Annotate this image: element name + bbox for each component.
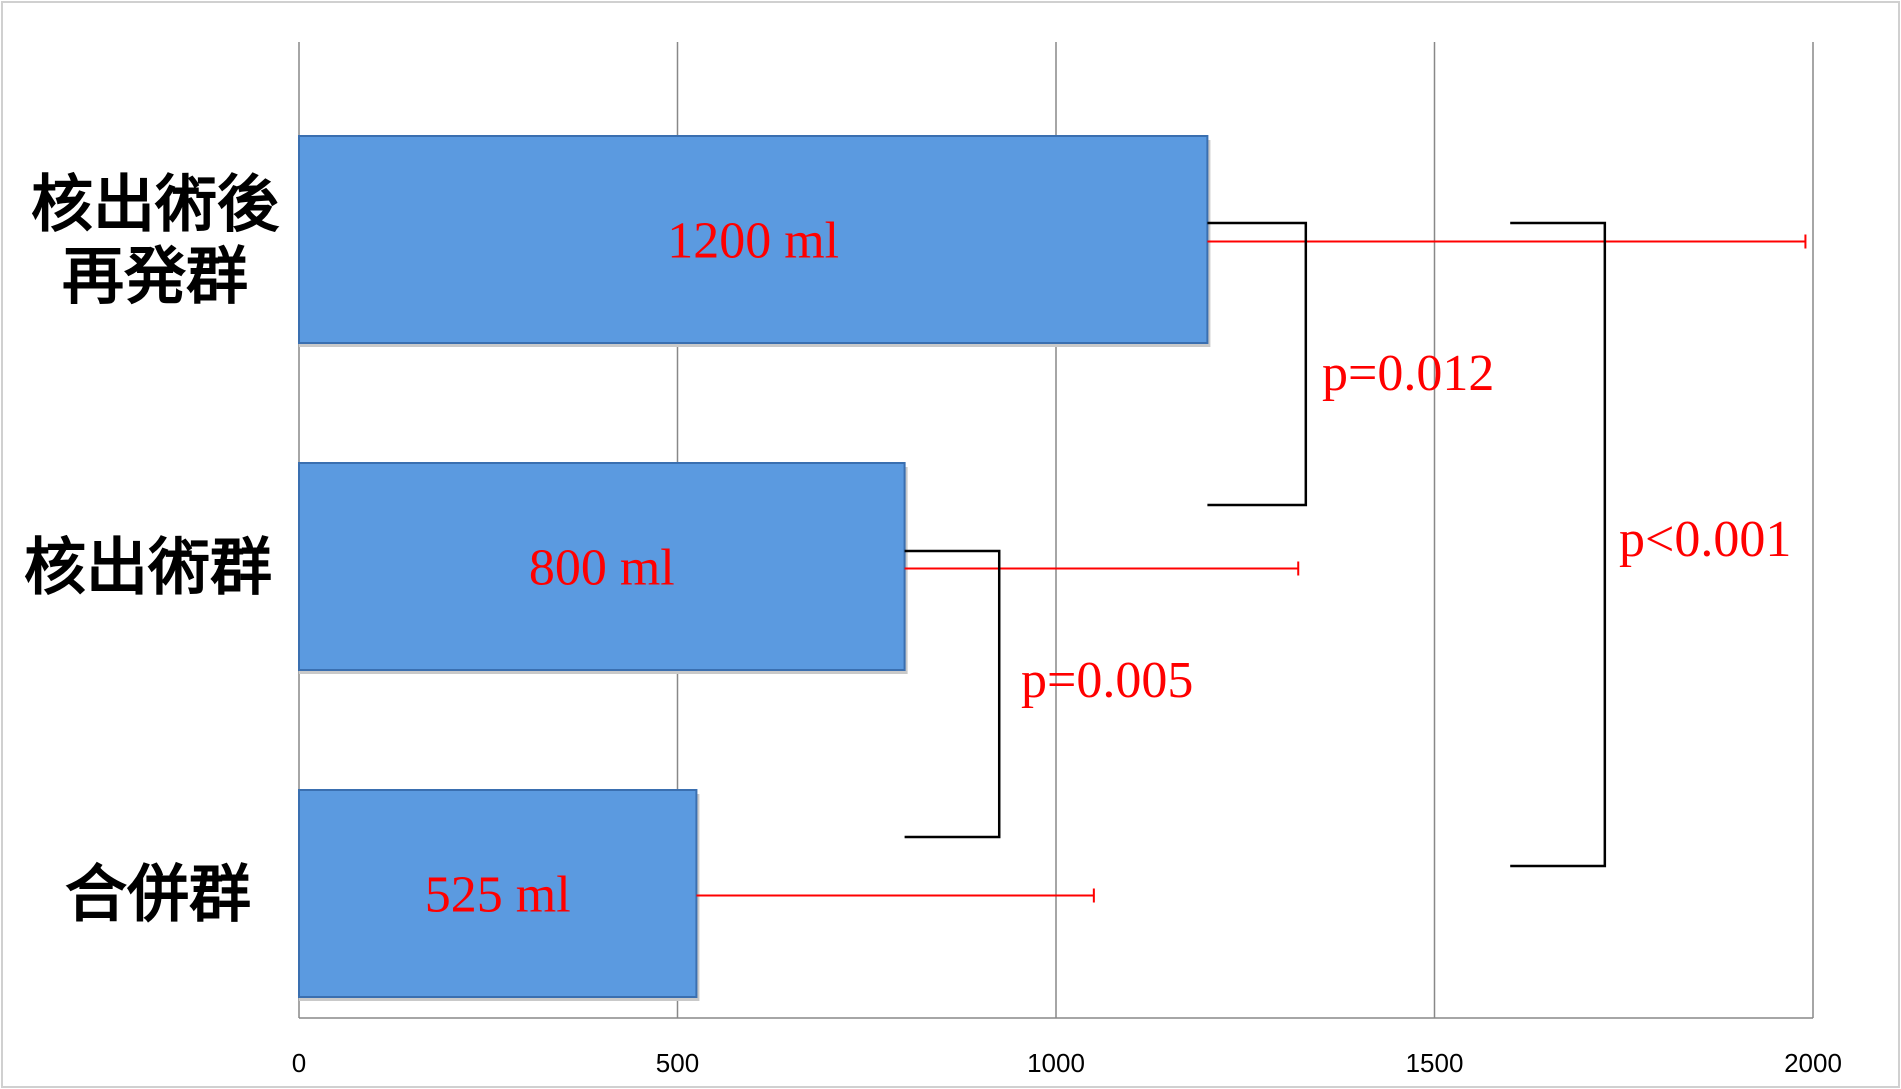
p-value-label: p=0.005 [1021, 652, 1193, 709]
bar [298, 135, 1209, 344]
p-value-label: p<0.001 [1619, 511, 1791, 568]
bar [298, 789, 698, 998]
significance-bracket [1207, 221, 1308, 507]
x-tick-label: 0 [292, 1048, 306, 1078]
data-label: 1200 ml [667, 213, 839, 270]
x-tick-label: 2000 [1784, 1048, 1842, 1078]
category-label: 核出術後 [31, 168, 280, 241]
bar [298, 462, 906, 671]
x-tick-label: 1000 [1027, 1048, 1085, 1078]
data-label: 525 ml [425, 867, 571, 924]
category-label: 核出術群 [24, 531, 272, 604]
category-label: 合併群 [65, 858, 251, 931]
significance-bracket [904, 549, 1001, 839]
x-tick-label: 1500 [1406, 1048, 1464, 1078]
data-label: 800 ml [529, 540, 675, 597]
bars [298, 135, 1211, 1001]
error-bars [696, 234, 1807, 903]
significance-bracket [1510, 221, 1607, 868]
x-tick-label: 500 [656, 1048, 699, 1078]
significance-brackets [904, 221, 1607, 868]
p-value-label: p=0.012 [1322, 345, 1494, 402]
category-label: 再発群 [62, 240, 248, 313]
